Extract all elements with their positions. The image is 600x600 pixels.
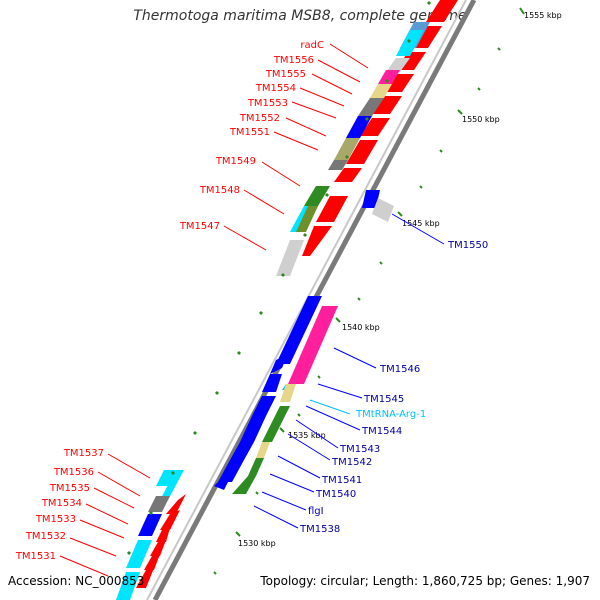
scale-label-1550: 1550 kbp (462, 115, 500, 124)
gene-reverse-blue-big[interactable] (276, 296, 322, 364)
gene-reverse-cyan-5[interactable] (116, 572, 140, 600)
gene-forward-tm1552[interactable] (360, 118, 390, 136)
label-tm1546[interactable]: TM1546 (379, 364, 420, 375)
gene-forward-tm1532[interactable] (144, 554, 160, 570)
gene-forward-tm1554[interactable] (384, 74, 414, 92)
label-tm1550[interactable]: TM1550 (447, 240, 488, 251)
label-tm1553[interactable]: TM1553 (247, 98, 288, 109)
label-radc[interactable]: radC (300, 40, 324, 51)
label-tm1556[interactable]: TM1556 (273, 55, 314, 66)
gene-forward-tm1531[interactable] (136, 568, 154, 588)
label-tm1531[interactable]: TM1531 (15, 551, 56, 562)
label-flgi[interactable]: flgI (308, 506, 324, 517)
right-leaders (253, 213, 445, 529)
gene-tm1550[interactable] (362, 190, 380, 208)
gene-reverse-blue-2[interactable] (270, 354, 288, 374)
gene-reverse-grey-3[interactable] (148, 496, 170, 512)
gene-forward-tm1553[interactable] (372, 96, 402, 114)
label-tm1551[interactable]: TM1551 (229, 127, 270, 138)
label-tm1549[interactable]: TM1549 (215, 156, 256, 167)
scale-label-1535: 1535 kbp (288, 431, 326, 440)
gene-forward-tm1543[interactable] (256, 442, 270, 458)
gene-tm1550-lightgrey[interactable] (372, 198, 394, 222)
label-tm1545[interactable]: TM1545 (363, 394, 404, 405)
label-tm1538[interactable]: TM1538 (299, 524, 340, 535)
label-tm1552[interactable]: TM1552 (239, 113, 280, 124)
inner-scale (126, 0, 432, 556)
label-tm1554[interactable]: TM1554 (255, 83, 296, 94)
gene-reverse-grey[interactable] (358, 98, 384, 116)
label-tm1534[interactable]: TM1534 (41, 498, 82, 509)
label-tm1537[interactable]: TM1537 (63, 448, 104, 459)
gene-reverse-green[interactable] (304, 186, 330, 206)
label-tmtrna-arg-1[interactable]: TMtRNA-Arg-1 (355, 409, 426, 420)
label-tm1533[interactable]: TM1533 (35, 514, 76, 525)
gene-reverse-khaki[interactable] (370, 84, 392, 98)
gene-forward-tm1536[interactable] (166, 494, 186, 514)
gene-reverse-cyan[interactable] (396, 30, 424, 56)
gene-forward-tm1534[interactable] (156, 528, 170, 542)
map-title: Thermotoga maritima MSB8, complete genom… (133, 8, 467, 24)
gene-reverse-blue-5[interactable] (240, 416, 266, 442)
left-leaders (59, 43, 369, 577)
accession-info: Accession: NC_000853 (8, 574, 145, 588)
gene-forward-tm1544[interactable] (262, 406, 290, 442)
label-tm1555[interactable]: TM1555 (265, 69, 306, 80)
gene-reverse-blue-6[interactable] (230, 442, 254, 460)
gene-reverse-lightgrey[interactable] (386, 58, 410, 72)
label-tm1540[interactable]: TM1540 (315, 489, 356, 500)
scale-label-1540: 1540 kbp (342, 323, 380, 332)
gene-reverse-blue-4[interactable] (252, 396, 276, 416)
gene-reverse-grey-2[interactable] (328, 160, 348, 170)
label-tm1542[interactable]: TM1542 (331, 457, 372, 468)
scale-label-1555: 1555 kbp (524, 11, 562, 20)
gene-reverse-blue-arrow[interactable] (214, 482, 228, 490)
gene-reverse-pink[interactable] (378, 70, 400, 84)
label-tm1547[interactable]: TM1547 (179, 221, 220, 232)
gene-reverse-cyan-4[interactable] (126, 540, 152, 568)
label-tm1541[interactable]: TM1541 (321, 475, 362, 486)
gene-reverse-blue-1[interactable] (346, 116, 372, 138)
gene-forward-tm1549[interactable] (334, 168, 362, 182)
gene-forward-tm1548[interactable] (316, 196, 348, 222)
label-tm1544[interactable]: TM1544 (361, 426, 402, 437)
reverse-strand (116, 22, 430, 600)
gene-forward-tm1533[interactable] (150, 540, 166, 556)
gene-forward-tm1535[interactable] (160, 510, 180, 530)
gene-reverse-olive[interactable] (334, 138, 360, 160)
gene-reverse-lightgrey-2[interactable] (276, 240, 304, 276)
gene-forward-tm1557[interactable] (426, 0, 458, 22)
gene-forward-tm1541[interactable] (232, 476, 256, 494)
gene-reverse-blue-3[interactable] (262, 374, 282, 392)
gene-reverse-blue-7[interactable] (218, 460, 244, 482)
forward-strand (136, 0, 458, 588)
label-tm1535[interactable]: TM1535 (49, 483, 90, 494)
gene-forward-tm1547[interactable] (302, 226, 332, 256)
label-tm1532[interactable]: TM1532 (25, 531, 66, 542)
label-tm1543[interactable]: TM1543 (339, 444, 380, 455)
gene-reverse-blue-8[interactable] (138, 514, 162, 536)
outer-scale (213, 7, 525, 575)
gene-forward-tm1542[interactable] (248, 458, 264, 476)
gene-forward-tm1551[interactable] (346, 140, 378, 164)
label-tm1536[interactable]: TM1536 (53, 467, 94, 478)
label-tm1548[interactable]: TM1548 (199, 185, 240, 196)
scale-label-1545: 1545 kbp (402, 219, 440, 228)
scale-label-1530: 1530 kbp (238, 539, 276, 548)
gene-forward-tm1546[interactable] (288, 306, 338, 384)
topology-info: Topology: circular; Length: 1,860,725 bp… (260, 574, 590, 588)
gene-reverse-olive-2[interactable] (296, 206, 318, 232)
gene-forward-tm1545[interactable] (280, 384, 296, 402)
